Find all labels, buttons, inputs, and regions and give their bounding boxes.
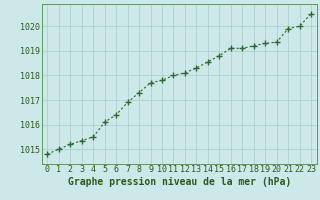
X-axis label: Graphe pression niveau de la mer (hPa): Graphe pression niveau de la mer (hPa)	[68, 177, 291, 187]
